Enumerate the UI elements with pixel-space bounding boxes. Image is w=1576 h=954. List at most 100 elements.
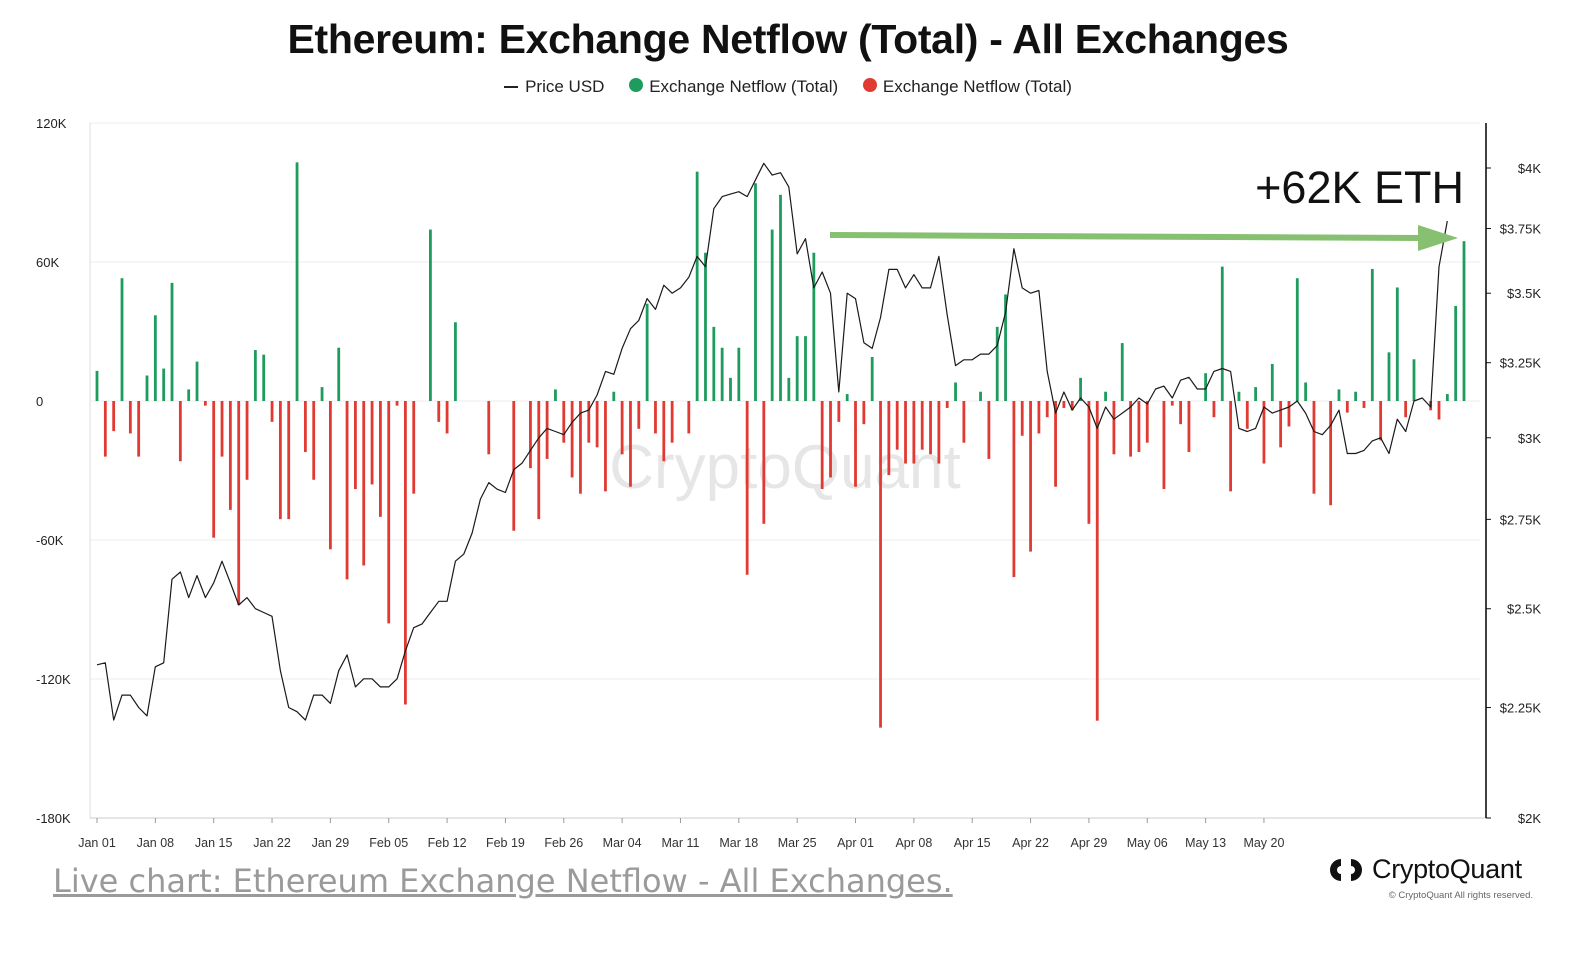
- netflow-bar-positive: [1237, 391, 1241, 401]
- netflow-bar-positive: [320, 387, 324, 401]
- netflow-bar-positive: [170, 282, 174, 401]
- watermark: CryptoQuant: [609, 433, 961, 502]
- x-tick-label: Apr 15: [954, 836, 991, 850]
- x-tick-label: Jan 29: [312, 836, 350, 850]
- x-tick-label: May 13: [1185, 836, 1226, 850]
- x-tick-label: Jan 15: [195, 836, 233, 850]
- x-tick-label: Feb 26: [544, 836, 583, 850]
- netflow-bar-negative: [1287, 401, 1291, 427]
- netflow-bar-positive: [120, 278, 124, 401]
- brand-copyright: © CryptoQuant All rights reserved.: [1388, 890, 1533, 901]
- legend-item-price[interactable]: Price USD: [504, 77, 604, 97]
- netflow-bar-negative: [545, 401, 549, 459]
- netflow-bar-negative: [1312, 401, 1316, 494]
- netflow-bar-positive: [737, 347, 741, 401]
- netflow-bar-negative: [245, 401, 249, 480]
- x-tick-label: Jan 22: [253, 836, 291, 850]
- netflow-bar-positive: [262, 354, 266, 401]
- brand-name: CryptoQuant: [1372, 854, 1522, 884]
- y-right-tick-label: $3.5K: [1507, 286, 1541, 301]
- netflow-bar-positive: [1462, 241, 1466, 401]
- netflow-bar-negative: [854, 401, 857, 487]
- netflow-bar-negative: [212, 401, 216, 538]
- netflow-bar-negative: [1362, 401, 1366, 408]
- netflow-bar-negative: [1187, 401, 1191, 452]
- netflow-bar-negative: [228, 401, 232, 510]
- x-tick-label: Apr 01: [837, 836, 874, 850]
- y-right-tick-label: $2.5K: [1507, 602, 1541, 617]
- legend-item-outflow[interactable]: Exchange Netflow (Total): [862, 76, 1072, 97]
- netflow-bar-negative: [312, 401, 316, 480]
- y-right-tick-label: $2.25K: [1500, 701, 1542, 716]
- x-tick-label: Mar 11: [661, 836, 699, 850]
- legend-item-inflow[interactable]: Exchange Netflow (Total): [629, 77, 838, 97]
- y-right-tick-label: $3.25K: [1500, 356, 1542, 371]
- chart-title: Ethereum: Exchange Netflow (Total) - All…: [287, 16, 1289, 62]
- netflow-bar-negative: [220, 401, 224, 457]
- annotation-arrow-head: [1418, 225, 1458, 251]
- netflow-bar-negative: [270, 401, 274, 422]
- netflow-bar-negative: [128, 401, 132, 434]
- netflow-bar-negative: [328, 401, 332, 550]
- netflow-bar-positive: [1445, 394, 1449, 401]
- netflow-bar-negative: [404, 401, 407, 705]
- legend-label-inflow: Exchange Netflow (Total): [649, 76, 839, 96]
- legend-label-outflow: Exchange Netflow (Total): [882, 76, 1072, 96]
- netflow-bar-negative: [437, 401, 441, 422]
- netflow-bars: [95, 162, 1466, 728]
- netflow-bar-negative: [670, 401, 674, 443]
- y-right-tick-label: $3.75K: [1500, 222, 1542, 237]
- netflow-bar-positive: [454, 322, 457, 401]
- netflow-bar-negative: [887, 401, 891, 476]
- netflow-bar-negative: [654, 401, 657, 434]
- netflow-bar-negative: [962, 401, 966, 443]
- y-left-tick-label: -180K: [36, 811, 71, 826]
- netflow-bar-positive: [779, 194, 782, 401]
- netflow-bar-negative: [1029, 401, 1032, 552]
- legend-dot-outflow: [862, 78, 877, 93]
- netflow-bar-positive: [554, 389, 557, 401]
- netflow-bar-negative: [879, 401, 882, 728]
- netflow-bar-negative: [1437, 401, 1441, 420]
- netflow-bar-positive: [1270, 363, 1274, 401]
- x-tick-label: May 20: [1243, 836, 1284, 850]
- netflow-bar-negative: [529, 401, 532, 469]
- netflow-bar-negative: [1062, 401, 1066, 408]
- netflow-bar-positive: [812, 252, 816, 401]
- netflow-bar-negative: [895, 401, 899, 450]
- netflow-bar-negative: [1212, 401, 1216, 418]
- netflow-bar-positive: [1295, 278, 1299, 401]
- netflow-bar-negative: [629, 401, 632, 487]
- netflow-bar-positive: [295, 162, 299, 401]
- netflow-bar-positive: [253, 350, 257, 401]
- x-tick-label: Apr 22: [1012, 836, 1049, 850]
- annotation-arrow: [829, 225, 1458, 251]
- y-left-tick-label: 60K: [36, 255, 59, 270]
- netflow-bar-negative: [237, 401, 241, 605]
- netflow-bar-negative: [1070, 401, 1074, 411]
- netflow-bar-negative: [1379, 401, 1383, 441]
- x-tick-label: Feb 05: [369, 836, 408, 850]
- netflow-bar-negative: [1112, 401, 1116, 455]
- netflow-bar-negative: [1279, 401, 1283, 448]
- netflow-bar-negative: [662, 401, 666, 462]
- netflow-bar-negative: [303, 401, 307, 452]
- netflow-bar-negative: [937, 401, 941, 464]
- netflow-bar-negative: [103, 401, 107, 457]
- netflow-bar-negative: [912, 401, 916, 464]
- y-right-tick-label: $2K: [1518, 811, 1541, 826]
- netflow-bar-positive: [754, 183, 757, 401]
- netflow-bar-negative: [904, 401, 907, 464]
- netflow-bar-negative: [1145, 401, 1149, 443]
- netflow-bar-negative: [1054, 401, 1057, 487]
- netflow-bar-positive: [954, 382, 957, 401]
- netflow-bar-positive: [1104, 391, 1107, 401]
- live-chart-link[interactable]: Live chart: Ethereum Exchange Netflow - …: [53, 862, 953, 900]
- netflow-bar-positive: [1412, 359, 1416, 401]
- netflow-bar-negative: [1129, 401, 1132, 457]
- netflow-bar-negative: [829, 401, 832, 478]
- netflow-bar-positive: [729, 377, 732, 401]
- y-left-tick-label: 0: [36, 394, 43, 409]
- price-line: [96, 162, 1448, 721]
- netflow-bar-positive: [1354, 391, 1358, 401]
